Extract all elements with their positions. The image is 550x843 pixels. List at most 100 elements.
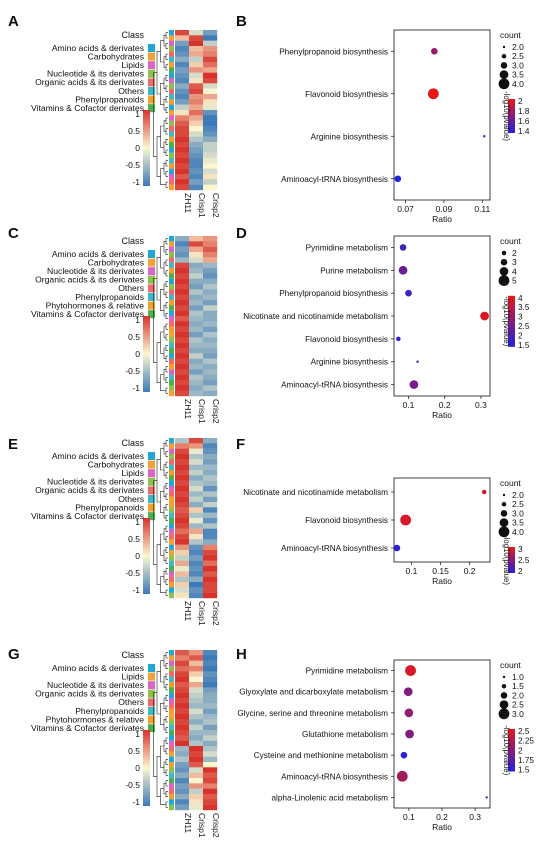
heatmap-cell <box>175 104 190 111</box>
row-class-annotation <box>169 310 174 317</box>
row-class-annotation <box>169 241 174 247</box>
heatmap-cell <box>203 342 218 349</box>
dendrogram-branch <box>156 671 161 715</box>
heatmap-cell <box>203 168 218 175</box>
heatmap-cell <box>189 512 204 519</box>
heatmap-cell <box>175 560 190 567</box>
heatmap-cell <box>189 67 204 73</box>
heatmap-cell <box>189 374 204 381</box>
dendrogram-branch <box>165 75 168 81</box>
heatmap-cell <box>203 152 218 159</box>
dendrogram-branch <box>153 480 157 565</box>
dendrogram-branch <box>165 270 168 277</box>
heatmap-cell <box>189 464 204 471</box>
dendrogram-branch <box>165 727 168 733</box>
heatmap-cell <box>189 587 204 593</box>
scale-tick-label: 1 <box>135 729 140 739</box>
dendrogram-branch <box>160 40 164 63</box>
heatmap-cell <box>203 751 218 757</box>
heatmap-cell <box>203 480 218 487</box>
heatmap-cell <box>175 94 190 100</box>
heatmap-cell <box>189 179 204 185</box>
heatmap-column-label: ZH11 <box>183 601 193 621</box>
enrichment-dot <box>480 311 489 321</box>
heatmap-cell <box>175 486 190 492</box>
heatmap-cell <box>203 587 218 593</box>
color-legend-label: 2.5 <box>518 727 530 736</box>
dendrogram-branch <box>165 579 168 585</box>
dendrogram-branch <box>165 461 168 468</box>
class-legend-label: Nucleotide & its derivates <box>47 266 144 276</box>
heatmap-cell <box>189 147 204 153</box>
enrichment-dot <box>427 88 439 100</box>
row-class-annotation <box>169 708 174 715</box>
dendrogram-branch <box>165 387 168 394</box>
panel-row-3: E Class Amino acids & derivatesCarbohydrat… <box>8 436 530 626</box>
heatmap-cell <box>203 72 218 79</box>
class-legend-swatch <box>148 469 155 478</box>
dendrogram-branch <box>153 278 157 363</box>
dendrogram-branch <box>165 345 168 351</box>
heatmap-cell <box>175 236 190 242</box>
row-class-annotation <box>169 660 174 667</box>
size-legend-dot <box>501 683 507 689</box>
row-class-annotation <box>169 528 174 535</box>
scale-tick-label: -0.5 <box>125 568 140 578</box>
heatmap-cell <box>175 587 190 593</box>
class-legend-label: Vitamins & Cofactor derivates <box>31 309 144 319</box>
heatmap-cell <box>175 184 190 191</box>
dendrogram-branch <box>165 780 168 787</box>
enrichment-dot <box>483 135 486 138</box>
heatmap-cell <box>203 40 218 47</box>
heatmap-cell <box>175 369 190 375</box>
class-legend-label: Phenylpropanoids <box>75 94 144 104</box>
dendrogram-branch <box>156 756 161 797</box>
heatmap-cell <box>175 804 190 811</box>
row-class-annotation <box>169 772 174 779</box>
size-legend-title: count <box>500 478 521 488</box>
heatmap-cell <box>189 326 204 333</box>
row-class-annotation <box>169 459 174 465</box>
heatmap-cell <box>189 571 204 577</box>
row-class-annotation <box>169 799 174 805</box>
dendrogram-branch <box>165 748 168 755</box>
heatmap-cell <box>189 560 204 567</box>
heatmap-cell <box>175 756 190 763</box>
pathway-label: Phenylpropanoid biosynthesis <box>279 289 388 298</box>
heatmap-color-scale <box>143 730 150 806</box>
heatmap-cell <box>189 252 204 258</box>
heatmap-cell <box>203 475 218 481</box>
dendrogram-branch <box>165 652 168 659</box>
heatmap-cell <box>189 438 204 444</box>
dendrogram-branch <box>165 323 168 330</box>
heatmap-cell <box>203 136 218 143</box>
row-class-annotation <box>169 730 174 736</box>
heatmap-cell <box>189 385 204 391</box>
x-tick-label: 0.2 <box>439 400 451 410</box>
color-legend-label: 1.5 <box>518 766 530 775</box>
heatmap-cell <box>203 571 218 577</box>
row-class-annotation <box>169 252 174 258</box>
dendrogram-branch <box>165 249 168 255</box>
row-class-annotation <box>169 491 174 497</box>
row-class-annotation <box>169 321 174 327</box>
heatmap-cell <box>203 470 218 476</box>
panel-row-2: C Class Amino acids & derivatesCarbohydrat… <box>8 225 530 424</box>
heatmap-cell <box>175 660 190 667</box>
dendrogram-branch <box>165 281 168 287</box>
row-class-annotation <box>169 390 174 397</box>
size-legend-label: 2.0 <box>512 690 524 700</box>
class-legend-label: Lipids <box>122 468 144 478</box>
scale-tick-label: 1 <box>135 109 140 119</box>
class-legend-swatch <box>148 284 155 293</box>
size-legend-dot <box>498 526 510 538</box>
class-legend-label: Nucleotide & its derivates <box>47 69 144 79</box>
pathway-label: Aminoacyl-tRNA biosynthesis <box>281 381 388 390</box>
row-class-annotation <box>169 294 174 301</box>
dendrogram-branch <box>153 692 157 777</box>
heatmap-cell <box>189 131 204 137</box>
heatmap-cell <box>175 740 190 747</box>
heatmap-cell <box>203 326 218 333</box>
row-class-annotation <box>169 380 174 386</box>
heatmap-cell <box>189 454 204 460</box>
